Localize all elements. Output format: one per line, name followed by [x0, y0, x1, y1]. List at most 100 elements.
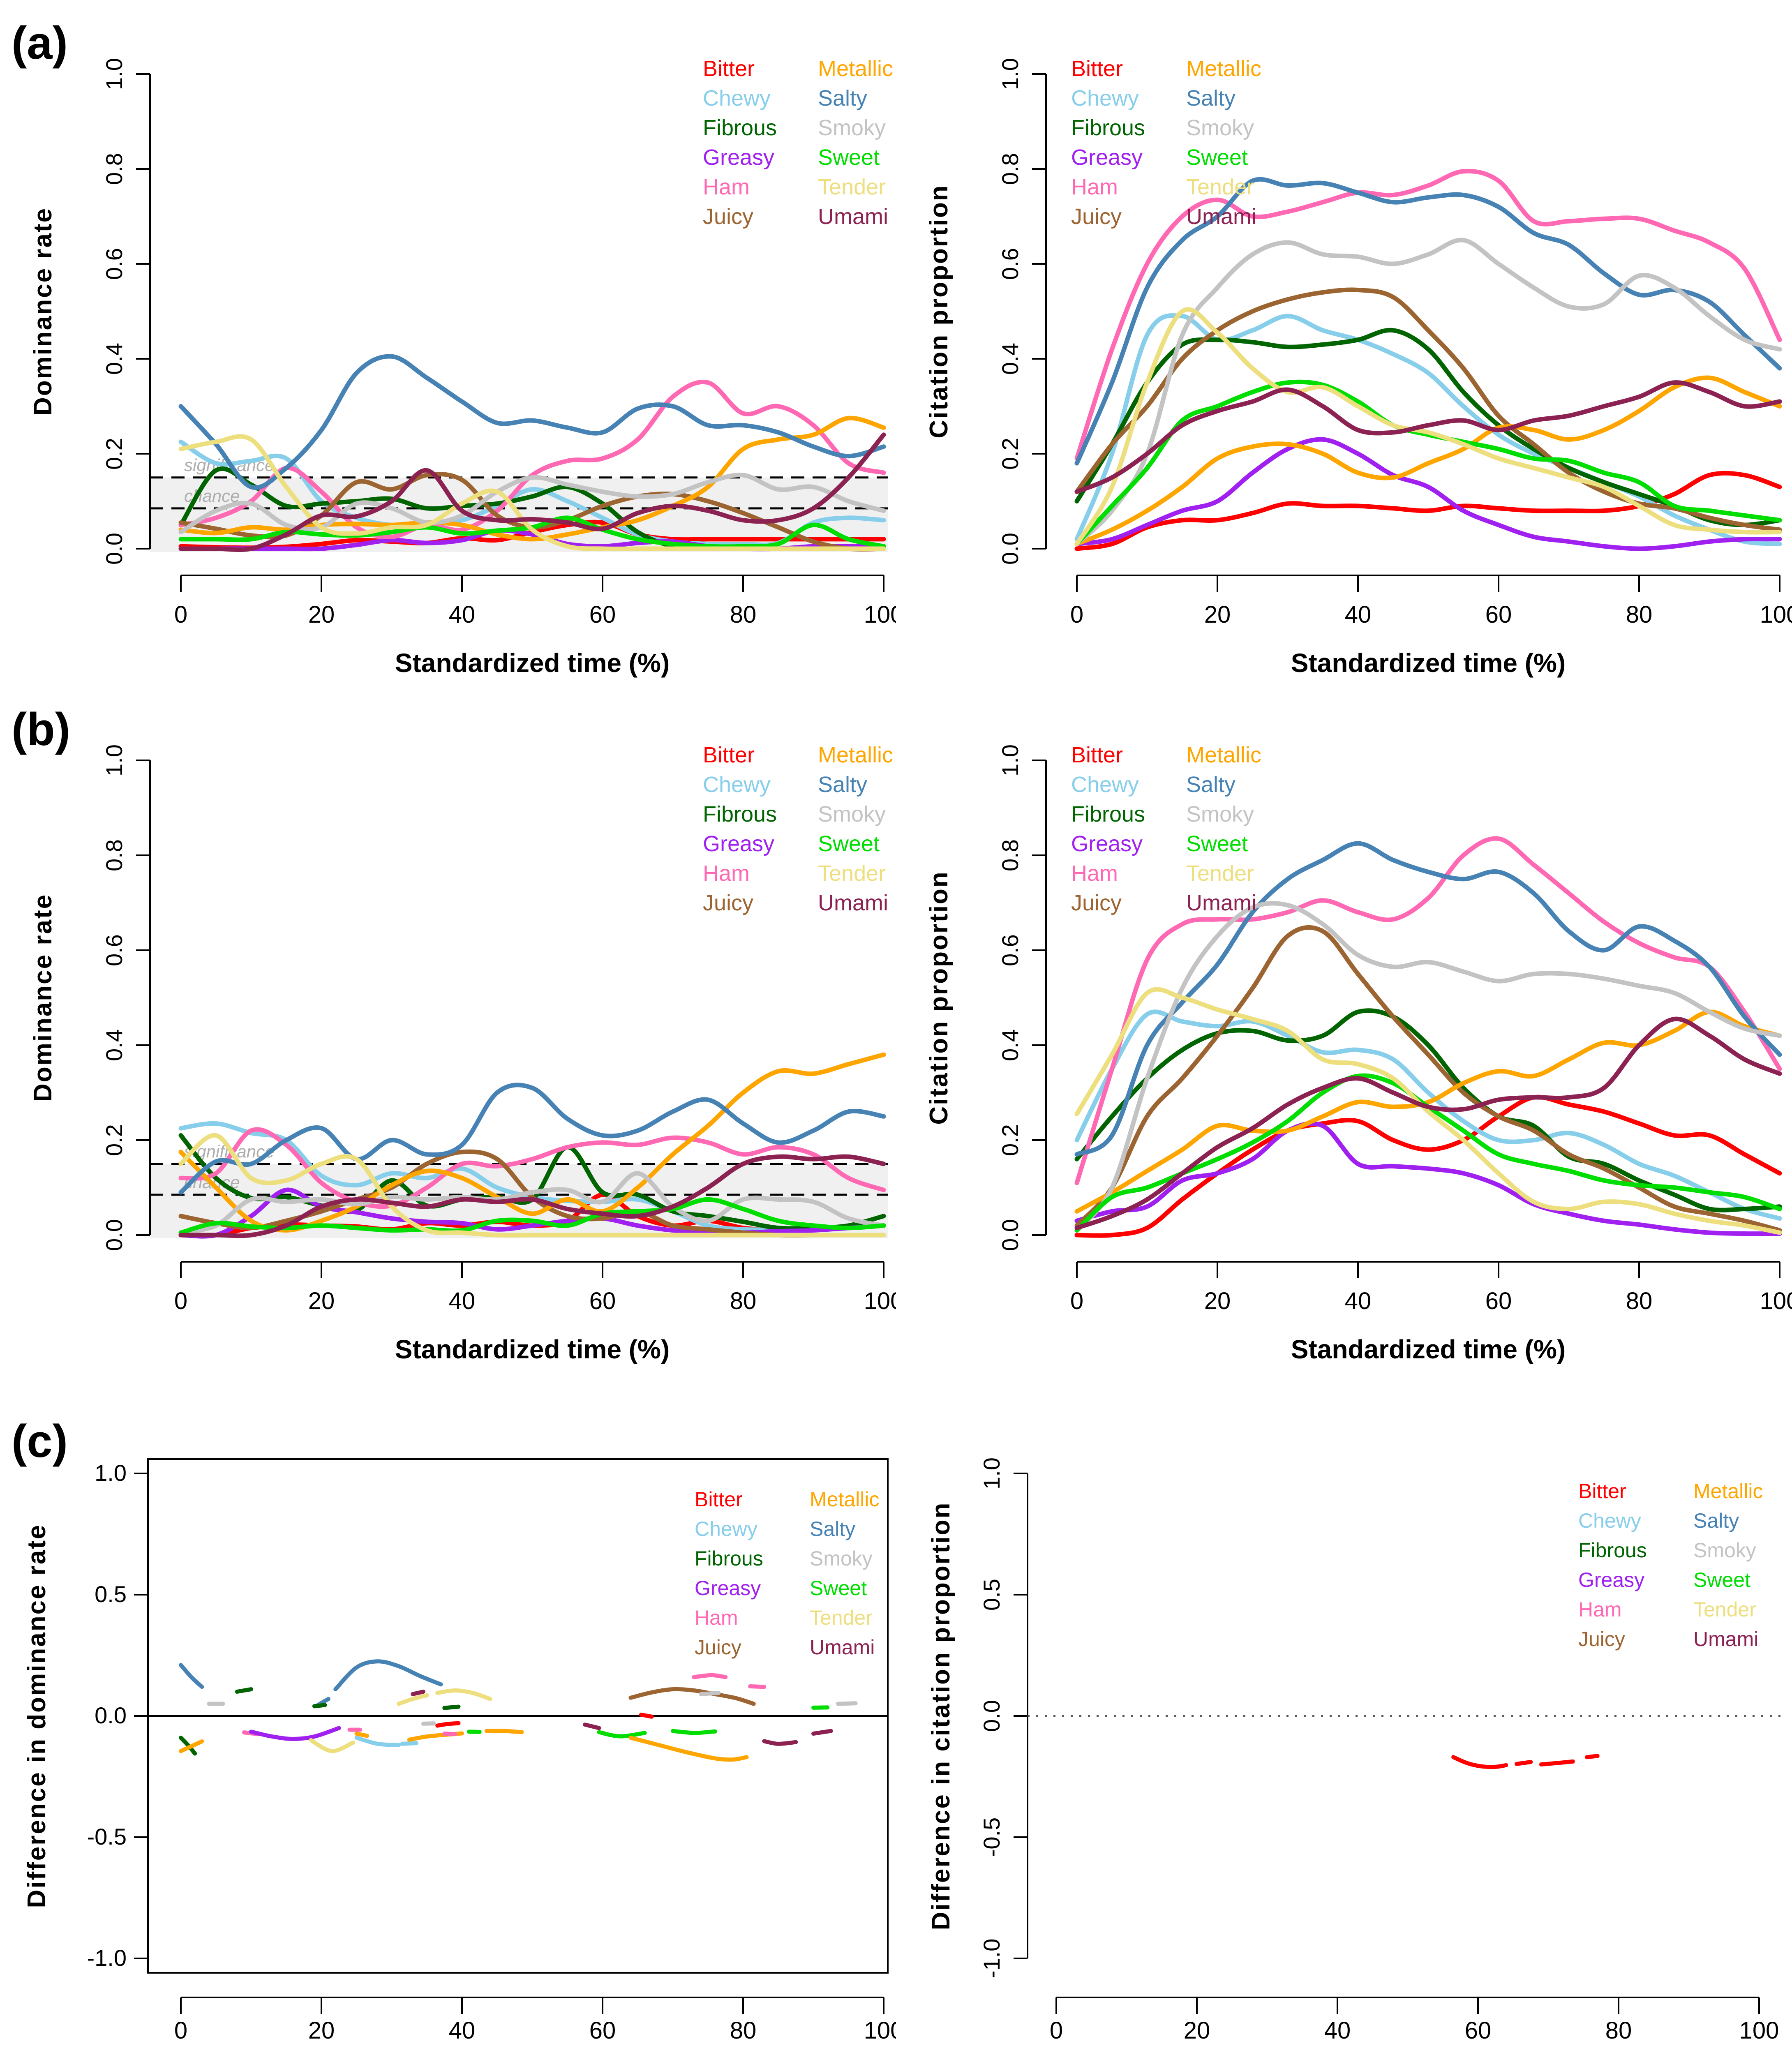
segment-salty — [333, 1659, 443, 1692]
series-smoky — [178, 1171, 886, 1235]
segment-smoky — [699, 1691, 721, 1696]
segment-fibrous — [312, 1703, 327, 1709]
segment-metallic — [354, 1732, 369, 1738]
legend-smoky: Smoky — [1186, 802, 1254, 827]
y-tick-label: 0.2 — [997, 1124, 1023, 1156]
y-tick-label: 0.8 — [997, 839, 1023, 871]
segment-bitter — [639, 1713, 654, 1719]
legend-salty: Salty — [1693, 1509, 1739, 1532]
x-axis-title: Standardized time (%) — [395, 648, 670, 678]
legend-juicy: Juicy — [1071, 204, 1122, 229]
legend-metallic: Metallic — [1186, 56, 1261, 81]
segment-tender — [309, 1738, 355, 1753]
legend-juicy: Juicy — [1578, 1628, 1625, 1651]
legend-chewy: Chewy — [703, 86, 771, 111]
y-tick-label: 0.5 — [979, 1579, 1005, 1611]
legend-smoky: Smoky — [1693, 1539, 1756, 1562]
legend-ham: Ham — [1578, 1598, 1622, 1621]
x-tick-label: 80 — [1626, 1288, 1653, 1314]
y-tick-label: 0.4 — [101, 1029, 127, 1061]
series-smoky — [1074, 238, 1782, 546]
x-tick-label: 0 — [1070, 1288, 1083, 1314]
y-tick-label: 0.8 — [101, 839, 127, 871]
y-tick-label: 0.8 — [997, 153, 1023, 185]
x-tick-label: 80 — [1626, 601, 1653, 628]
panel-label-c: (c) — [12, 1415, 68, 1467]
panel-a-left: significance chance 0.0 0.2 0.4 0.6 0.8 1.0 0 20 4… — [0, 0, 903, 688]
x-tick-label: 60 — [1485, 601, 1512, 628]
x-tick-label: 60 — [1485, 1288, 1512, 1314]
x-tick-label: 20 — [1184, 2017, 1210, 2044]
segment-ham — [692, 1673, 728, 1679]
legend-metallic: Metallic — [1186, 743, 1261, 767]
x-tick-label: 100 — [864, 1288, 896, 1314]
segment-sweet — [671, 1729, 717, 1735]
panel-a-right: 0.0 0.2 0.4 0.6 0.8 1.0 0 20 40 60 80 100 Citation p… — [896, 0, 1792, 688]
y-axis-title: Citation proportion — [925, 870, 953, 1124]
legend-metallic: Metallic — [818, 743, 893, 767]
y-tick-label: 1.0 — [997, 744, 1023, 776]
segment-bitter — [435, 1721, 461, 1728]
x-tick-label: 100 — [1760, 601, 1792, 628]
series-salty — [178, 1083, 886, 1195]
legend-salty: Salty — [1186, 772, 1235, 797]
panel-b-right: 0.0 0.2 0.4 0.6 0.8 1.0 0 20 40 60 80 100 Citation p… — [896, 686, 1792, 1375]
segment-fibrous — [442, 1704, 461, 1710]
series-salty — [178, 354, 886, 490]
chart-citation-proportion-a: 0.0 0.2 0.4 0.6 0.8 1.0 0 20 40 60 80 100 Citation p… — [925, 56, 1792, 678]
legend-tender: Tender — [1693, 1598, 1756, 1621]
x-tick-label: 20 — [1204, 601, 1231, 628]
x-tick-label: 40 — [1345, 1288, 1372, 1314]
y-tick-label: 0.0 — [101, 533, 127, 565]
x-tick-label: 100 — [864, 601, 896, 628]
x-tick-label: 40 — [449, 2017, 476, 2044]
x-axis-title: Standardized time (%) — [1291, 648, 1566, 678]
legend-salty: Salty — [818, 772, 867, 797]
y-tick-label: -1.0 — [87, 1945, 127, 1971]
y-axis-title: Dominance rate — [29, 207, 57, 416]
legend-fibrous: Fibrous — [1578, 1539, 1647, 1562]
y-tick-label: -0.5 — [87, 1824, 127, 1850]
series-smoky — [178, 473, 886, 535]
series-smoky — [1074, 901, 1782, 1233]
segment-bitter — [1515, 1760, 1533, 1766]
legend-metallic: Metallic — [810, 1488, 879, 1511]
legend-fibrous: Fibrous — [1071, 115, 1145, 140]
y-tick-label: -1.0 — [979, 1939, 1005, 1979]
legend-bitter: Bitter — [703, 56, 755, 81]
x-tick-label: 60 — [589, 601, 616, 628]
y-tick-label: 0.6 — [997, 934, 1023, 966]
legend-umami: Umami — [1186, 891, 1256, 915]
legend-sweet: Sweet — [810, 1577, 867, 1600]
segment-smoky — [836, 1701, 858, 1706]
segment-sweet — [811, 1705, 830, 1710]
legend-chewy: Chewy — [695, 1517, 757, 1540]
x-tick-label: 0 — [174, 2017, 187, 2044]
legend-sweet: Sweet — [818, 145, 880, 170]
x-tick-label: 60 — [589, 2017, 616, 2044]
x-tick-label: 20 — [308, 1288, 335, 1314]
series-greasy — [1074, 437, 1782, 551]
legend-smoky: Smoky — [818, 115, 886, 140]
segment-chewy — [354, 1736, 401, 1747]
legend-umami: Umami — [1186, 204, 1256, 229]
segment-fibrous — [179, 1736, 197, 1756]
series-ham — [178, 379, 886, 539]
legend-salty: Salty — [1186, 86, 1235, 111]
y-tick-label: 0.0 — [95, 1702, 127, 1728]
y-axis-title: Difference in citation proportion — [927, 1502, 955, 1930]
x-tick-label: 40 — [449, 601, 476, 628]
legend-bitter: Bitter — [1578, 1480, 1626, 1503]
legend-juicy: Juicy — [703, 204, 753, 229]
legend-salty: Salty — [810, 1517, 855, 1540]
legend-fibrous: Fibrous — [1071, 802, 1145, 827]
panel-c-left: -1.0 -0.5 0.0 0.5 1.0 0 20 40 60 80 100 Difference … — [0, 1397, 903, 2055]
series-bitter — [1074, 1094, 1782, 1238]
legend-bitter: Bitter — [1071, 743, 1123, 767]
x-tick-label: 80 — [1605, 2017, 1632, 2044]
legend-chewy: Chewy — [703, 772, 771, 797]
y-tick-label: 0.2 — [101, 1124, 127, 1156]
legend-greasy: Greasy — [703, 145, 774, 170]
